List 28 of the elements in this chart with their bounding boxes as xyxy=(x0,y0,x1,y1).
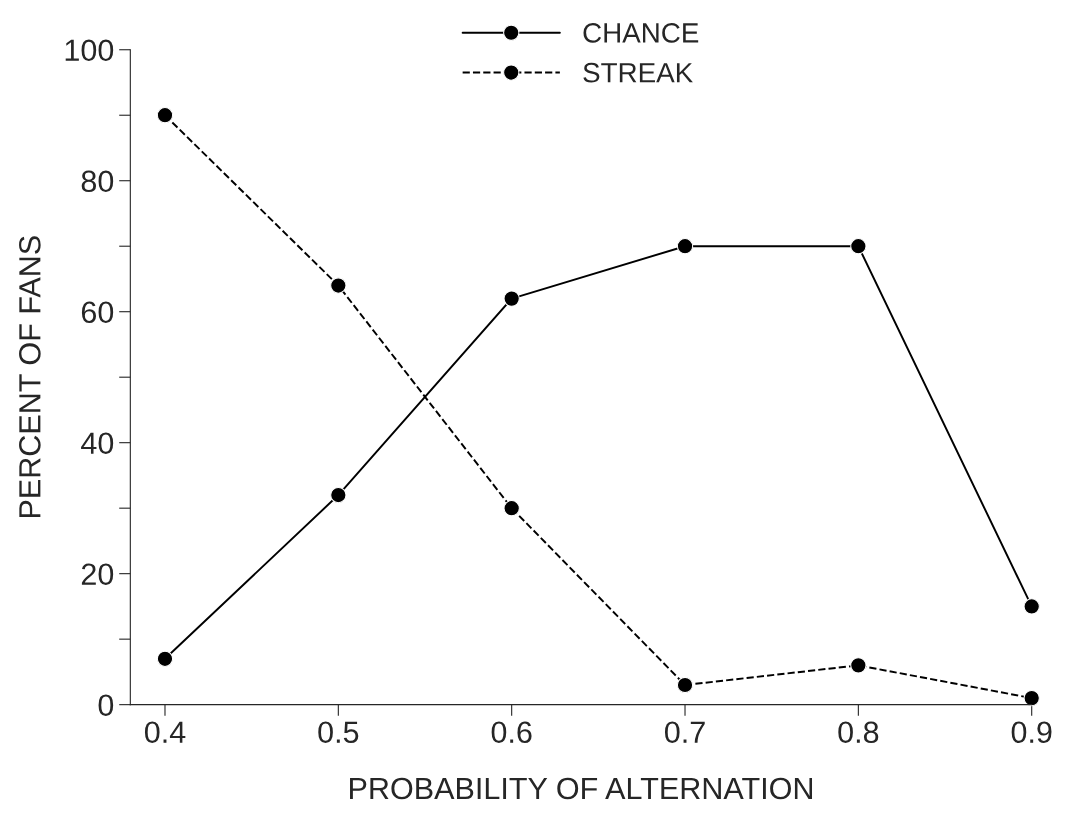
point xyxy=(503,500,520,517)
point xyxy=(503,290,520,307)
x-tick-label: 0.7 xyxy=(664,721,705,744)
x-tick-label: 0.4 xyxy=(144,721,186,744)
legend-label: CHANCE xyxy=(583,23,699,43)
point xyxy=(156,650,174,667)
y-tick-label: 20 xyxy=(81,563,114,586)
y-tick-label: 80 xyxy=(81,170,114,193)
point xyxy=(850,238,867,255)
point xyxy=(850,657,867,674)
legend-label: STREAK xyxy=(583,62,693,83)
point xyxy=(676,238,694,255)
y-tick-label: 40 xyxy=(81,432,114,455)
point xyxy=(1023,598,1040,615)
x-tick-label: 0.5 xyxy=(318,721,359,744)
point xyxy=(676,676,694,694)
x-tick-label: 0.6 xyxy=(491,721,532,744)
x-tick-label: 0.8 xyxy=(838,721,879,744)
x-axis-title: PROBABILITY OF ALTERNATION xyxy=(350,777,813,800)
point xyxy=(330,277,347,294)
y-axis-title: PERCENT OF FANS xyxy=(19,236,41,518)
y-tick-label: 60 xyxy=(81,301,114,324)
point xyxy=(156,107,174,124)
x-tick-label: 0.9 xyxy=(1011,721,1052,744)
y-tick-label: 100 xyxy=(65,39,114,62)
y-tick-label: 0 xyxy=(98,694,114,717)
point xyxy=(330,486,347,504)
point xyxy=(1023,689,1040,707)
